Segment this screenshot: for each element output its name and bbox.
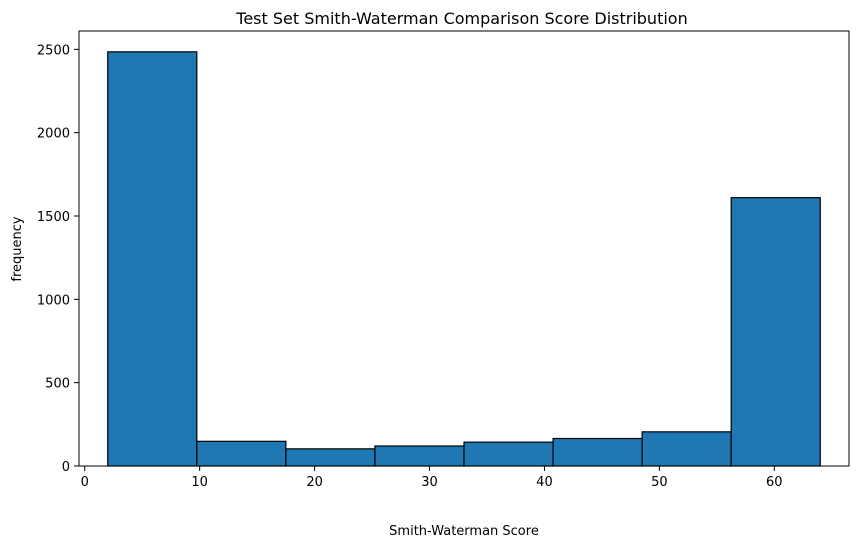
histogram-bar-3 [374,445,465,467]
y-tick-label: 1500 [37,210,70,225]
histogram-bar-2 [285,448,376,467]
y-axis: 0 500 1000 1500 2000 2500 [37,43,79,475]
histogram-bar-1 [196,440,287,467]
y-tick-label: 2000 [37,127,70,142]
histogram-bar-0 [107,51,198,467]
y-tick-label: 0 [62,460,70,475]
y-tick-label: 2500 [37,43,70,58]
x-tick-label: 30 [421,475,438,490]
y-tick-label: 500 [45,377,70,392]
bars-group [107,51,821,467]
histogram-bar-5 [552,437,643,467]
chart-title: Test Set Smith-Waterman Comparison Score… [235,9,687,28]
y-axis-title: frequency [10,216,25,282]
x-axis: 0 10 20 30 40 50 60 [81,466,783,490]
axes-frame [78,30,850,467]
x-tick-label: 20 [306,475,323,490]
y-tick-label: 1000 [37,293,70,308]
histogram-bar-4 [463,441,554,467]
x-tick-label: 50 [651,475,668,490]
histogram-bar-6 [641,431,732,467]
x-axis-title: Smith-Waterman Score [389,524,539,539]
x-tick-label: 0 [81,475,89,490]
x-tick-label: 10 [191,475,208,490]
x-tick-label: 40 [536,475,553,490]
x-tick-label: 60 [766,475,783,490]
histogram-bar-7 [730,197,821,467]
